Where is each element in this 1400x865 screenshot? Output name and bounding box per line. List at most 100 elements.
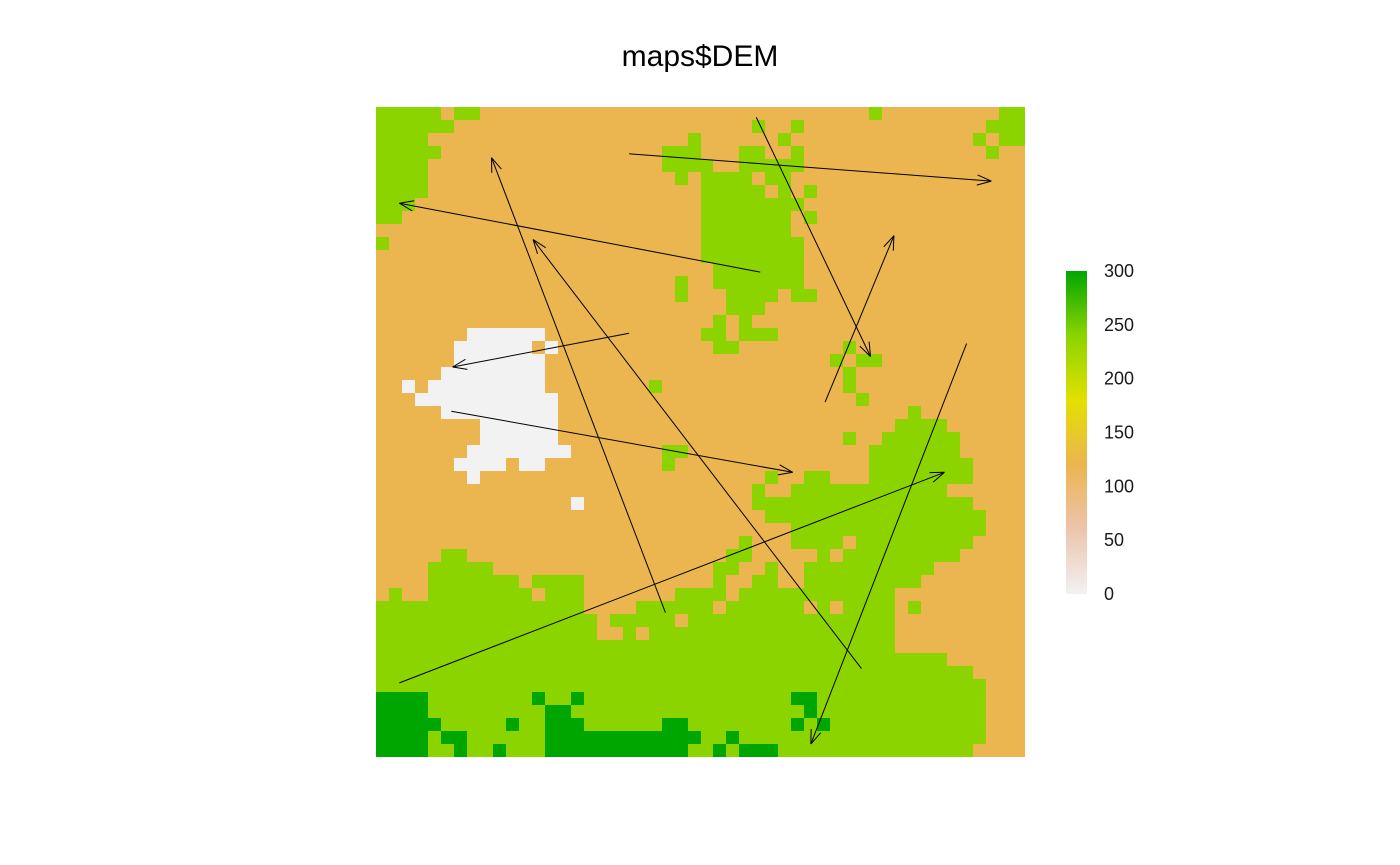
raster-cell	[973, 133, 986, 146]
raster-cell	[701, 211, 791, 224]
raster-cell	[778, 133, 791, 146]
raster-cell	[480, 432, 558, 445]
raster-cell	[701, 172, 752, 185]
raster-cell	[804, 562, 934, 575]
flow-arrow-shaft	[452, 332, 630, 368]
raster-cell	[882, 432, 960, 445]
flow-arrow-head	[932, 471, 945, 483]
raster-cell	[545, 588, 584, 601]
legend-tick-label: 250	[1104, 315, 1134, 335]
raster-cell	[376, 666, 973, 679]
raster-cell	[752, 497, 765, 510]
flow-arrow-head	[810, 732, 822, 745]
raster-cell	[662, 146, 701, 159]
legend-tick-label: 200	[1104, 369, 1134, 389]
raster-cell	[376, 640, 895, 653]
flow-arrow-shaft	[451, 410, 793, 473]
raster-cell	[739, 315, 752, 328]
flow-arrow-shaft	[629, 153, 992, 182]
raster-cell	[778, 185, 791, 198]
raster-cell	[791, 120, 804, 133]
raster-cell	[545, 341, 558, 354]
raster-cell	[869, 471, 973, 484]
raster-cell	[804, 185, 817, 198]
flow-arrow-shaft	[824, 235, 895, 403]
raster-cell	[532, 692, 545, 705]
raster-cell	[739, 588, 895, 601]
raster-cell	[376, 120, 441, 133]
raster-cell	[675, 614, 688, 627]
raster-cell	[726, 549, 752, 562]
flow-arrow-shaft	[399, 471, 945, 684]
raster-cell	[856, 393, 869, 406]
raster-cell	[428, 380, 545, 393]
map-title: maps$DEM	[621, 40, 779, 73]
raster-cell	[765, 471, 778, 484]
flow-arrow-head	[859, 345, 871, 357]
raster-cell	[701, 198, 804, 211]
raster-cell	[869, 107, 882, 120]
flow-arrow-head	[491, 157, 502, 170]
flow-arrow-head	[399, 202, 413, 212]
raster-cell	[649, 627, 895, 640]
flow-arrows	[399, 117, 992, 745]
raster-cell	[726, 289, 778, 302]
raster-cell	[649, 380, 662, 393]
raster-cell	[454, 341, 532, 354]
raster-cell	[428, 588, 532, 601]
raster-cell	[986, 146, 999, 159]
raster-cell	[701, 328, 726, 341]
raster-cell	[675, 289, 688, 302]
raster-cell	[519, 458, 545, 471]
raster-cell	[791, 523, 986, 536]
legend-ticks: 0 50 100 150 200 250 300	[1104, 261, 1134, 604]
raster-cell	[662, 458, 675, 471]
raster-cell	[376, 133, 428, 146]
raster-cell	[713, 315, 726, 328]
legend-tick-label: 0	[1104, 584, 1114, 604]
raster-cell	[376, 601, 584, 614]
flow-arrow-head	[452, 358, 466, 368]
raster-cell	[895, 419, 947, 432]
raster-cell	[467, 471, 480, 484]
raster-cell	[558, 445, 571, 458]
raster-cell	[701, 224, 791, 237]
raster-cell	[726, 302, 765, 315]
raster-cell	[454, 107, 480, 120]
raster-cell	[765, 497, 973, 510]
raster-cell	[545, 744, 688, 757]
raster-cell	[765, 562, 778, 575]
raster-cell	[739, 328, 778, 341]
raster-cell	[791, 146, 804, 159]
raster-cell	[804, 705, 817, 718]
raster-cell	[376, 627, 597, 640]
raster-cell	[545, 718, 584, 731]
raster-cell	[701, 250, 804, 263]
raster-cell	[441, 549, 467, 562]
raster-cell	[493, 744, 506, 757]
raster-cell	[688, 731, 701, 744]
raster-cell	[376, 614, 597, 627]
raster-cell	[454, 744, 467, 757]
flow-arrow-head	[976, 180, 992, 186]
raster-cell	[376, 146, 441, 159]
raster-cell	[467, 458, 506, 471]
flow-arrow-head	[532, 239, 539, 255]
raster-cell	[571, 692, 584, 705]
raster-cell	[856, 536, 973, 549]
flow-arrow-head	[892, 235, 895, 251]
raster-cell	[532, 575, 584, 588]
raster-cell	[376, 237, 389, 250]
raster-cell	[623, 627, 636, 640]
raster-cell	[545, 705, 571, 718]
raster-cell	[597, 731, 688, 744]
raster-cell	[804, 601, 817, 614]
raster-cell	[869, 458, 973, 471]
raster-cell	[454, 458, 467, 471]
raster-cell	[830, 354, 843, 367]
color-legend: 0 50 100 150 200 250 300	[1066, 261, 1134, 604]
raster-cell	[571, 497, 584, 510]
raster-cell	[726, 731, 739, 744]
raster-cell	[804, 471, 830, 484]
